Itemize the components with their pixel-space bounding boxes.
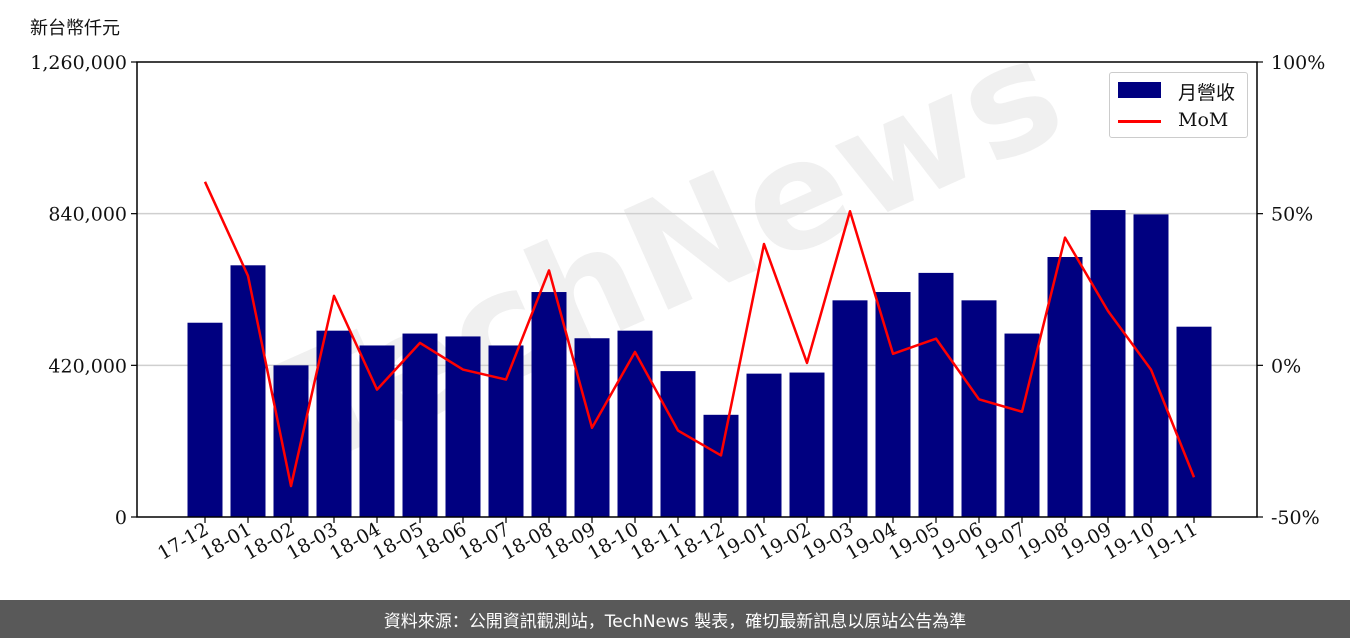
bar-18-07	[488, 345, 524, 517]
bar-19-04	[875, 292, 911, 517]
bar-19-06	[961, 300, 997, 517]
source-footer: 資料來源：公開資訊觀測站，TechNews 製表，確切最新訊息以原站公告為準	[0, 600, 1350, 638]
bar-18-05	[402, 333, 438, 517]
axes	[136, 61, 1258, 518]
right-tick-label: 50%	[1271, 204, 1313, 226]
bar-19-11	[1176, 326, 1212, 517]
mom-line	[203, 181, 1196, 488]
left-tick-label: 1,260,000	[30, 52, 127, 74]
plot-frame	[136, 61, 1258, 518]
bar-19-03	[832, 300, 868, 517]
legend-swatch-bar	[1118, 82, 1161, 98]
left-tick-label: 420,000	[48, 355, 127, 377]
bar-18-06	[445, 336, 481, 517]
x-tick-label: 19-11	[1143, 518, 1201, 564]
bar-19-08	[1047, 257, 1083, 517]
bar-19-05	[918, 272, 954, 517]
left-tick-label: 0	[115, 507, 127, 529]
bar-18-10	[617, 330, 653, 517]
bar-18-11	[660, 371, 696, 517]
bar-18-03	[316, 330, 352, 517]
bar-19-10	[1133, 214, 1169, 517]
left-tick-label: 840,000	[48, 204, 127, 226]
bar-18-08	[531, 292, 567, 517]
right-tick-label: 0%	[1271, 355, 1301, 377]
right-tick-label: -50%	[1271, 507, 1320, 529]
bar-19-01	[746, 373, 782, 517]
line-series	[203, 181, 1196, 488]
bar-18-12	[703, 414, 739, 517]
bar-18-02	[273, 365, 309, 517]
bar-18-01	[230, 265, 266, 517]
legend-swatch-line	[1118, 120, 1161, 123]
bar-17-12	[187, 322, 223, 517]
legend-item-revenue: 月營收	[1110, 75, 1247, 104]
legend: 月營收 MoM	[1109, 72, 1248, 138]
legend-item-mom: MoM	[1110, 106, 1247, 134]
footer-text: 資料來源：公開資訊觀測站，TechNews 製表，確切最新訊息以原站公告為準	[383, 611, 967, 632]
chart-canvas: TechNews 0420,000840,0001,260,000-50%0%5…	[30, 4, 1325, 565]
bar-18-04	[359, 345, 395, 517]
legend-label-revenue: 月營收	[1178, 82, 1236, 104]
bar-series	[187, 210, 1212, 518]
right-tick-label: 100%	[1271, 52, 1325, 74]
bar-19-02	[789, 372, 825, 517]
y-axis-unit-label: 新台幣仟元	[30, 18, 120, 39]
legend-label-mom: MoM	[1178, 109, 1229, 131]
bar-19-09	[1090, 210, 1126, 518]
